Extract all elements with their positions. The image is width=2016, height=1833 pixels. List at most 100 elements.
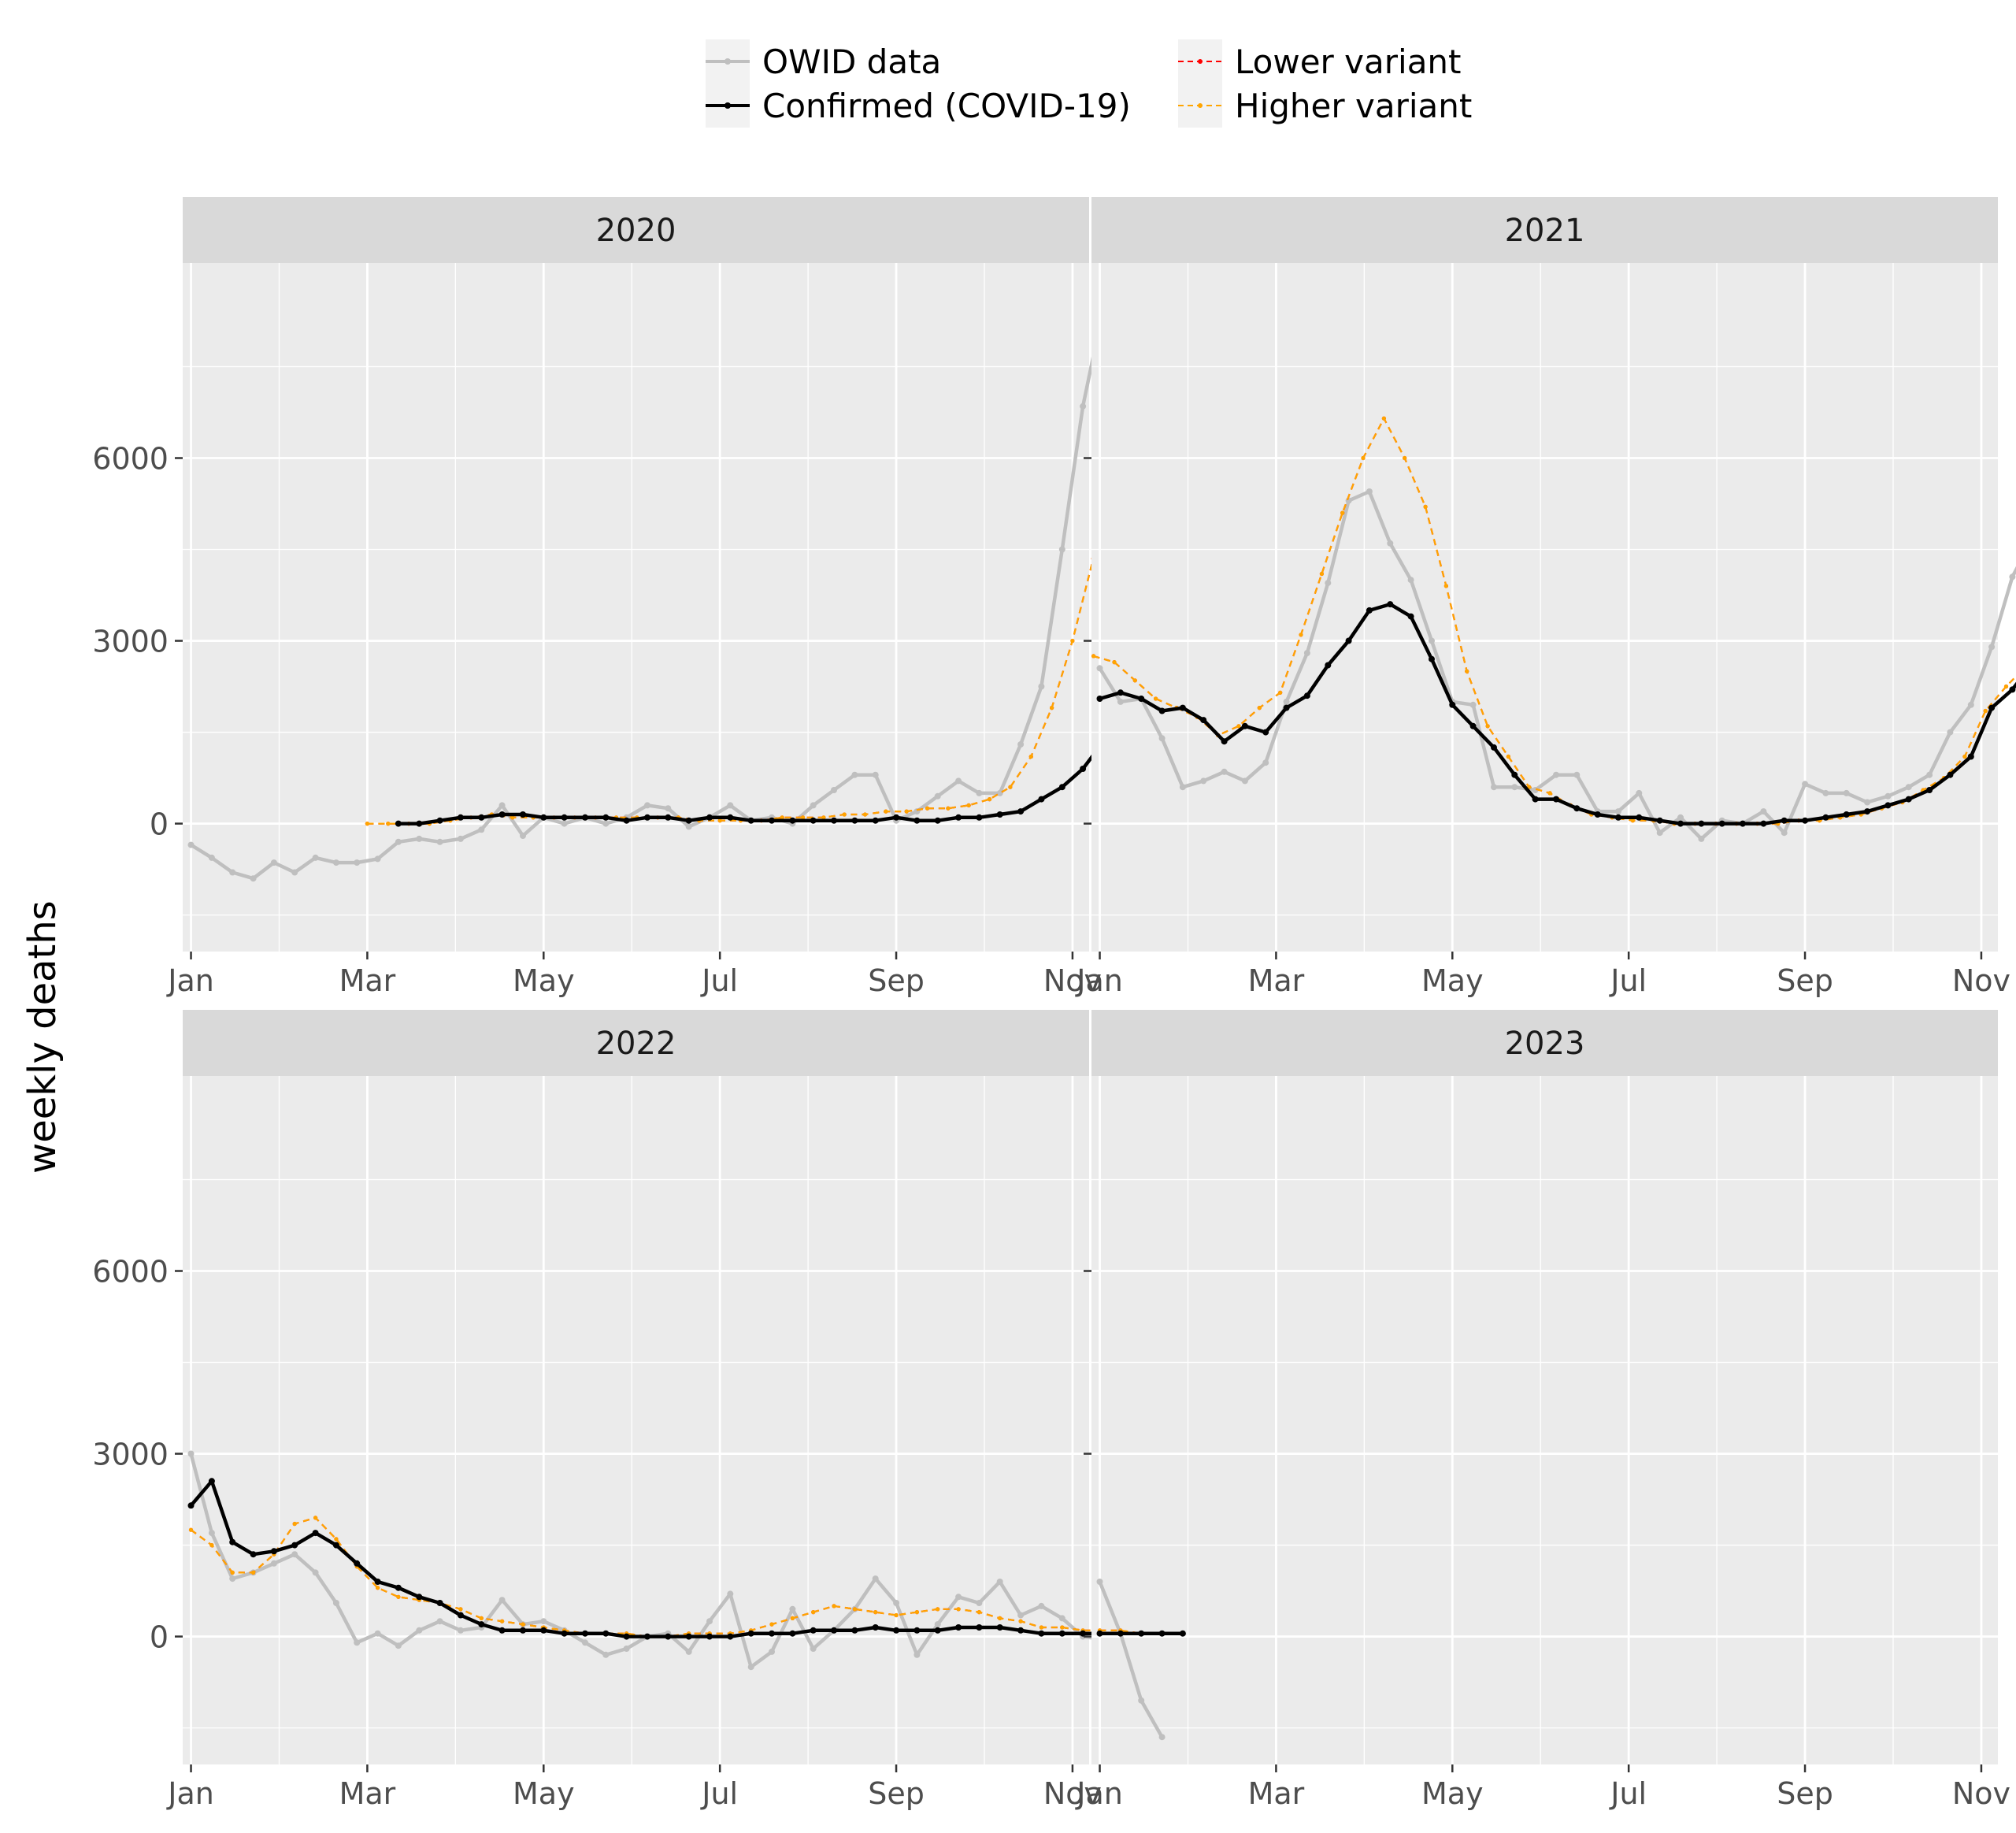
- panel-2020-point-owid-data: [727, 802, 734, 809]
- panel-2022-point-owid-data: [436, 1618, 443, 1625]
- panel-2021-point-owid-data: [1158, 735, 1166, 742]
- panel-2021-point-owid-data: [1179, 784, 1186, 791]
- panel-2022-point-owid-data: [187, 1450, 195, 1457]
- panel-2022-ytick-label: 0: [150, 1620, 169, 1655]
- panel-2021-point-owid-data: [1429, 637, 1435, 644]
- panel-2021-point-owid-data: [1407, 577, 1414, 584]
- panel-2022-point-confirmed-covid-19: [955, 1624, 962, 1631]
- panel-2021-point-confirmed-covid-19: [1200, 717, 1207, 724]
- panel-2021-point-higher-variant: [1278, 690, 1283, 695]
- panel-2022-point-higher-variant: [500, 1619, 505, 1623]
- panel-2021-point-confirmed-covid-19: [1843, 811, 1850, 818]
- legend-label-lower: Lower variant: [1235, 42, 1462, 81]
- y-axis-title: weekly deaths: [20, 900, 65, 1174]
- panel-2023-point-confirmed-covid-19: [1158, 1630, 1166, 1637]
- panel-2020-point-confirmed-covid-19: [769, 817, 775, 824]
- panel-2020-point-owid-data: [831, 787, 837, 793]
- panel-2021-point-confirmed-covid-19: [1158, 707, 1166, 714]
- panel-2021-point-higher-variant: [1319, 571, 1324, 577]
- panel-2020-point-owid-data: [374, 855, 381, 863]
- panel-2022-point-owid-data: [540, 1618, 547, 1625]
- panel-2020-point-confirmed-covid-19: [914, 817, 921, 824]
- panel-2021-point-confirmed-covid-19: [1449, 701, 1456, 708]
- panel-2020-point-owid-data: [478, 826, 485, 833]
- panel-2021-point-owid-data: [1884, 792, 1892, 800]
- panel-2021-point-confirmed-covid-19: [1573, 805, 1581, 812]
- panel-2022-point-confirmed-covid-19: [395, 1584, 402, 1591]
- panel-2022-point-confirmed-covid-19: [747, 1630, 754, 1637]
- panel-2021-point-confirmed-covid-19: [1491, 744, 1497, 751]
- panel-2021-point-owid-data: [1241, 777, 1248, 785]
- panel-2022-point-owid-data: [955, 1594, 962, 1601]
- panel-2020-point-owid-data: [1080, 403, 1087, 410]
- panel-2021-point-confirmed-covid-19: [1325, 662, 1332, 669]
- panel-2022-point-higher-variant: [956, 1607, 961, 1612]
- panel-2022-point-confirmed-covid-19: [872, 1624, 879, 1631]
- legend-label-owid: OWID data: [762, 42, 942, 81]
- panel-2021-point-confirmed-covid-19: [1096, 696, 1103, 702]
- panel-2020-point-owid-data: [208, 854, 215, 861]
- panel-2021-point-owid-data: [1221, 768, 1228, 775]
- panel-2021-point-owid-data: [1366, 488, 1373, 495]
- panel-2020-point-owid-data: [851, 771, 858, 778]
- panel-2022-xtick-label: Nov: [1043, 1776, 1102, 1811]
- panel-2021-point-owid-data: [1283, 698, 1290, 705]
- legend-key-owid: [706, 39, 750, 83]
- panel-2021-point-higher-variant: [1361, 455, 1366, 461]
- panel-2021-point-confirmed-covid-19: [1884, 802, 1892, 809]
- panel-2023-xtick-label: Nov: [1952, 1776, 2010, 1811]
- panel-2023-point-confirmed-covid-19: [1179, 1630, 1186, 1637]
- panel-2021-strip: [1091, 197, 1998, 263]
- panel-2020-point-confirmed-covid-19: [478, 814, 485, 821]
- panel-2020-point-owid-data: [810, 802, 817, 809]
- panel-2022-point-higher-variant: [188, 1527, 194, 1532]
- panel-2023-xtick-label: Jul: [1609, 1776, 1647, 1811]
- panel-2021-point-confirmed-covid-19: [1429, 655, 1435, 662]
- panel-2020-point-confirmed-covid-19: [747, 817, 754, 824]
- panel-2022-point-owid-data: [747, 1664, 754, 1671]
- panel-2022-point-confirmed-covid-19: [187, 1502, 195, 1509]
- panel-2021-point-confirmed-covid-19: [1179, 704, 1186, 711]
- panel-2020-point-owid-data: [1058, 546, 1065, 553]
- panel-2022-point-owid-data: [312, 1569, 319, 1576]
- panel-2020-point-confirmed-covid-19: [872, 817, 879, 824]
- panel-2021-point-owid-data: [1698, 835, 1705, 842]
- panel-2023-point-confirmed-covid-19: [1117, 1630, 1124, 1637]
- panel-2021-point-confirmed-covid-19: [1138, 696, 1145, 702]
- panel-2022-point-owid-data: [602, 1651, 610, 1658]
- panel-2023-xtick-label: Jan: [1075, 1776, 1123, 1811]
- panel-2021-point-higher-variant: [1299, 633, 1303, 637]
- panel-2022-point-confirmed-covid-19: [893, 1627, 900, 1634]
- panel-2020-point-confirmed-covid-19: [1038, 796, 1045, 803]
- panel-2021-point-owid-data: [1656, 829, 1663, 837]
- panel-2022-point-higher-variant: [209, 1543, 214, 1548]
- panel-2021-point-higher-variant: [1132, 678, 1137, 683]
- panel-2022-point-higher-variant: [914, 1610, 919, 1615]
- panel-2022-point-owid-data: [354, 1639, 361, 1646]
- panel-2022-point-higher-variant: [873, 1610, 878, 1615]
- panel-2023-line-owid-data: [1098, 1581, 1164, 1738]
- panel-2020-point-confirmed-covid-19: [934, 817, 941, 824]
- panel-2022-point-owid-data: [395, 1642, 402, 1649]
- panel-2023-strip-label: 2023: [1505, 1026, 1585, 1062]
- panel-2022-point-confirmed-covid-19: [1017, 1627, 1025, 1634]
- panel-2020-point-owid-data: [332, 859, 339, 866]
- panel-2021-point-owid-data: [1469, 701, 1477, 708]
- panel-2021-point-confirmed-covid-19: [1760, 820, 1767, 827]
- panel-2020-point-confirmed-covid-19: [727, 814, 734, 821]
- panel-2023-point-owid-data: [1138, 1697, 1145, 1704]
- panel-2021-point-higher-variant: [1983, 708, 1988, 714]
- panel-2021-point-owid-data: [1387, 540, 1394, 547]
- panel-2020-point-confirmed-covid-19: [416, 820, 423, 827]
- panel-2020-point-higher-variant: [946, 806, 951, 811]
- panel-2022-point-owid-data: [769, 1648, 775, 1655]
- panel-2020-xtick-label: Jan: [166, 963, 214, 998]
- panel-2020-point-owid-data: [250, 875, 257, 882]
- panel-2020-point-owid-data: [685, 823, 692, 830]
- panel-2022-point-higher-variant: [230, 1570, 235, 1575]
- panel-2022-xtick-label: Jan: [166, 1776, 214, 1811]
- panel-2022-point-confirmed-covid-19: [354, 1560, 361, 1567]
- panel-2021-point-higher-variant: [1236, 724, 1241, 729]
- panel-2021-point-confirmed-covid-19: [1636, 814, 1643, 821]
- panel-2021-point-higher-variant: [1443, 584, 1448, 588]
